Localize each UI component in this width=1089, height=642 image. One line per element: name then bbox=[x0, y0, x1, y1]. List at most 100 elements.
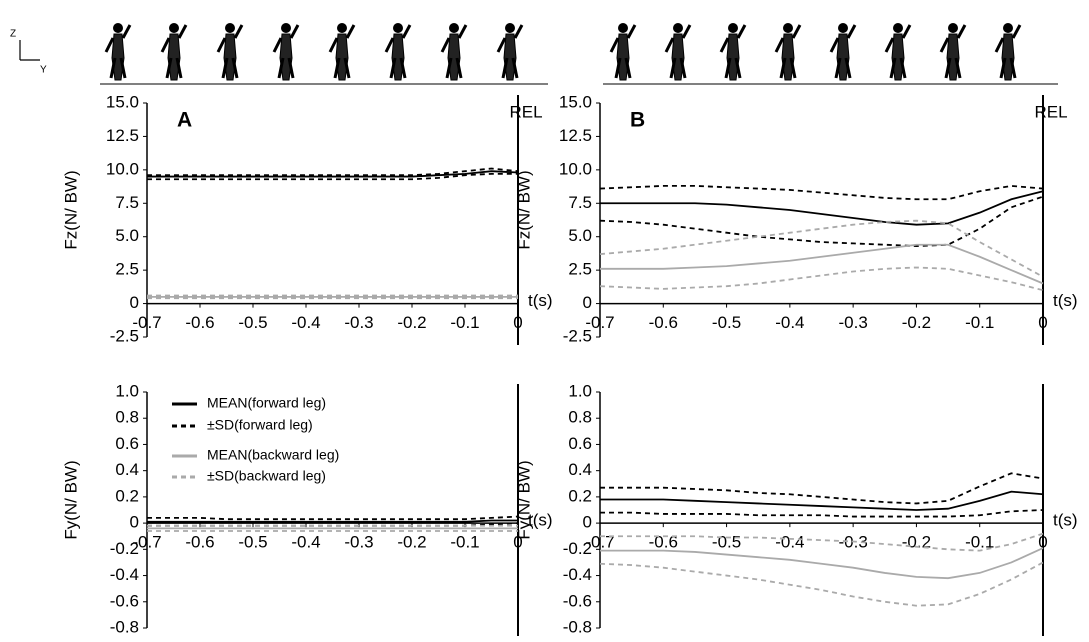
mean-line bbox=[600, 243, 1044, 285]
legend-label: MEAN(forward leg) bbox=[207, 395, 326, 411]
y-tick-label: -2.5 bbox=[563, 326, 592, 345]
x-tick-label: -0.2 bbox=[902, 533, 931, 552]
y-tick-label: 15.0 bbox=[106, 92, 139, 111]
x-tick-label: -0.5 bbox=[712, 313, 741, 332]
y-tick-label: 0 bbox=[583, 293, 592, 312]
x-tick-label: -0.7 bbox=[585, 533, 614, 552]
axis-icon-y: Y bbox=[40, 65, 47, 76]
x-axis-label: t(s) bbox=[1053, 291, 1078, 310]
panel-title: B bbox=[630, 109, 645, 132]
figure-icon bbox=[104, 21, 132, 82]
sd-line bbox=[147, 172, 518, 181]
figure-icon bbox=[664, 21, 692, 82]
y-tick-label: 0.6 bbox=[115, 434, 139, 453]
figure-icon bbox=[994, 21, 1022, 82]
legend-label: MEAN(backward leg) bbox=[207, 447, 339, 463]
figure-icon bbox=[160, 21, 188, 82]
y-tick-label: 0 bbox=[130, 513, 139, 532]
sd-line bbox=[147, 167, 519, 177]
sd-line bbox=[600, 472, 1044, 505]
x-tick-label: -0.4 bbox=[775, 533, 804, 552]
legend-label: ±SD(backward leg) bbox=[207, 468, 326, 484]
y-axis-label: Fy(N/ BW) bbox=[514, 460, 533, 539]
figure-icon bbox=[609, 21, 637, 82]
y-tick-label: -0.2 bbox=[563, 539, 592, 558]
figure-icon bbox=[774, 21, 802, 82]
x-tick-label: 0 bbox=[1038, 313, 1047, 332]
x-tick-label: -0.4 bbox=[291, 313, 320, 332]
x-tick-label: 0 bbox=[513, 313, 522, 332]
y-tick-label: 0.4 bbox=[115, 460, 139, 479]
sd-line bbox=[599, 266, 1044, 292]
x-tick-label: -0.4 bbox=[775, 313, 804, 332]
sd-line bbox=[599, 195, 1044, 247]
y-tick-label: 2.5 bbox=[568, 260, 592, 279]
y-tick-label: 1.0 bbox=[568, 381, 592, 400]
x-tick-label: -0.7 bbox=[132, 313, 161, 332]
y-tick-label: 15.0 bbox=[559, 92, 592, 111]
y-tick-label: 0.2 bbox=[568, 486, 592, 505]
mean-line bbox=[147, 170, 519, 178]
legend-label: ±SD(forward leg) bbox=[207, 417, 313, 433]
figures bbox=[104, 21, 1022, 82]
axis-icon-z: Z bbox=[10, 29, 16, 40]
y-tick-label: 7.5 bbox=[568, 193, 592, 212]
axes-icon: Z Y bbox=[10, 29, 47, 76]
sd-line bbox=[600, 509, 1044, 518]
x-tick-label: -0.6 bbox=[649, 533, 678, 552]
sd-line bbox=[599, 561, 1044, 607]
y-tick-label: 0.2 bbox=[115, 486, 139, 505]
y-tick-label: 5.0 bbox=[115, 226, 139, 245]
y-axis-label: Fy(N/ BW) bbox=[61, 460, 80, 539]
x-tick-label: -0.6 bbox=[185, 533, 214, 552]
sd-line bbox=[600, 532, 1044, 552]
x-axis-label: t(s) bbox=[528, 511, 553, 530]
y-tick-label: -0.2 bbox=[110, 539, 139, 558]
y-tick-label: 12.5 bbox=[559, 126, 592, 145]
y-tick-label: 2.5 bbox=[115, 260, 139, 279]
x-tick-label: -0.2 bbox=[397, 533, 426, 552]
mean-line bbox=[600, 490, 1044, 511]
x-tick-label: -0.3 bbox=[838, 313, 867, 332]
x-tick-label: -0.5 bbox=[238, 533, 267, 552]
figure-icon bbox=[884, 21, 912, 82]
x-tick-label: -0.3 bbox=[344, 313, 373, 332]
y-tick-label: 0.4 bbox=[568, 460, 592, 479]
y-tick-label: -0.6 bbox=[110, 591, 139, 610]
y-tick-label: 0.8 bbox=[115, 408, 139, 427]
x-tick-label: -0.1 bbox=[965, 533, 994, 552]
y-tick-label: -0.8 bbox=[563, 617, 592, 636]
y-tick-label: 10.0 bbox=[106, 159, 139, 178]
x-tick-label: 0 bbox=[1038, 533, 1047, 552]
y-tick-label: -0.4 bbox=[563, 565, 592, 584]
y-axis-label: Fz(N/ BW) bbox=[514, 170, 533, 249]
x-tick-label: -0.1 bbox=[450, 313, 479, 332]
x-tick-label: -0.5 bbox=[712, 533, 741, 552]
y-axis-label: Fz(N/ BW) bbox=[61, 170, 80, 249]
x-tick-label: -0.1 bbox=[965, 313, 994, 332]
y-tick-label: 10.0 bbox=[559, 159, 592, 178]
figure-icon bbox=[216, 21, 244, 82]
y-tick-label: 0 bbox=[130, 293, 139, 312]
y-tick-label: -0.6 bbox=[563, 591, 592, 610]
x-tick-label: -0.7 bbox=[585, 313, 614, 332]
y-tick-label: 7.5 bbox=[115, 193, 139, 212]
figure-icon bbox=[328, 21, 356, 82]
x-tick-label: -0.1 bbox=[450, 533, 479, 552]
sd-line bbox=[147, 515, 519, 521]
y-tick-label: 0.8 bbox=[568, 408, 592, 427]
y-tick-label: 0 bbox=[583, 513, 592, 532]
sd-line bbox=[599, 219, 1044, 278]
y-tick-label: 1.0 bbox=[115, 381, 139, 400]
figure-icon bbox=[272, 21, 300, 82]
x-tick-label: -0.4 bbox=[291, 533, 320, 552]
y-tick-label: -0.4 bbox=[110, 565, 139, 584]
x-tick-label: -0.7 bbox=[132, 533, 161, 552]
y-tick-label: -0.8 bbox=[110, 617, 139, 636]
figure-icon bbox=[829, 21, 857, 82]
sd-line bbox=[599, 184, 1044, 201]
figure-icon bbox=[384, 21, 412, 82]
figure-icon bbox=[939, 21, 967, 82]
y-tick-label: -2.5 bbox=[110, 326, 139, 345]
